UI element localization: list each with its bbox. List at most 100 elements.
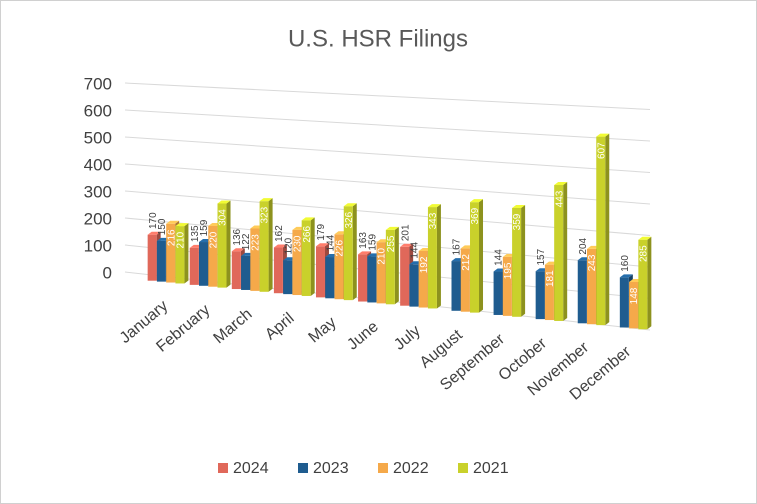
bar-front: [544, 264, 554, 321]
bar-front: [147, 234, 157, 281]
bar-top: [512, 204, 526, 208]
data-label: 201: [400, 224, 411, 241]
bar-top: [343, 203, 357, 207]
data-label: 343: [428, 212, 439, 229]
bar-front: [512, 207, 522, 317]
legend-swatch: [218, 463, 228, 473]
data-label: 163: [358, 232, 369, 249]
data-label: 443: [554, 190, 565, 207]
bar-top: [301, 217, 315, 221]
bar-side: [184, 223, 189, 284]
grid-line: [124, 136, 651, 173]
bar: [470, 199, 484, 313]
y-tick-label: 700: [84, 74, 112, 93]
bar-front: [231, 251, 241, 290]
legend-label: 2024: [233, 460, 269, 477]
data-label: 359: [512, 213, 523, 230]
bar-front: [259, 201, 269, 292]
bar-top: [554, 182, 568, 186]
data-label: 204: [578, 237, 589, 254]
bar: [554, 182, 568, 321]
bar-front: [283, 260, 293, 295]
data-label: 210: [377, 247, 388, 264]
bar-front: [460, 248, 470, 312]
bar-top: [400, 243, 414, 247]
grid-line: [124, 82, 651, 110]
bar-front: [315, 246, 325, 298]
data-label: 216: [166, 229, 177, 246]
data-label: 144: [410, 242, 421, 259]
bar-front: [198, 242, 208, 286]
data-label: 607: [596, 142, 607, 159]
bar-front: [638, 239, 648, 330]
bar-front: [400, 246, 410, 306]
y-tick-label: 100: [84, 236, 112, 255]
data-label: 159: [367, 234, 378, 251]
data-label: 266: [302, 226, 313, 243]
bar-front: [554, 185, 564, 321]
bar-side: [647, 236, 652, 330]
data-label: 220: [208, 231, 219, 248]
bar-front: [301, 220, 311, 296]
bar: [259, 198, 273, 292]
data-label: 120: [283, 237, 294, 254]
bar-side: [226, 200, 231, 288]
bar: [343, 203, 357, 301]
bar-front: [451, 261, 461, 311]
y-tick-label: 200: [84, 209, 112, 228]
bar-top: [259, 198, 273, 202]
bar-top: [315, 243, 329, 247]
data-label: 150: [157, 218, 168, 235]
data-label: 170: [148, 212, 159, 229]
bar-front: [189, 247, 199, 285]
bar-side: [479, 199, 484, 313]
data-label: 323: [260, 206, 271, 223]
data-label: 157: [536, 248, 547, 265]
bar: [596, 133, 610, 326]
data-label: 304: [218, 209, 229, 226]
bar: [217, 200, 231, 288]
bar: [638, 236, 652, 330]
y-tick-label: 0: [103, 263, 112, 282]
data-label: 243: [587, 254, 598, 271]
bar-front: [619, 277, 629, 328]
bar-side: [436, 204, 441, 309]
bar-top: [217, 200, 231, 204]
data-label: 144: [325, 234, 336, 251]
data-label: 195: [503, 262, 514, 279]
bar-side: [563, 182, 568, 321]
legend-swatch: [298, 463, 308, 473]
legend-label: 2023: [313, 460, 349, 477]
y-tick-label: 600: [84, 101, 112, 120]
bar-front: [208, 225, 218, 287]
bar-front: [502, 256, 512, 316]
bar-front: [241, 255, 251, 290]
data-label: 226: [335, 240, 346, 257]
bar-front: [273, 247, 283, 294]
bar-front: [292, 229, 302, 296]
bar-front: [596, 136, 606, 326]
bar-top: [427, 204, 441, 208]
bar-front: [409, 264, 419, 307]
data-label: 162: [274, 225, 285, 242]
data-label: 255: [386, 235, 397, 252]
data-label: 223: [250, 234, 261, 251]
grid-line: [124, 109, 651, 142]
bar-top: [166, 220, 180, 224]
bar-top: [619, 274, 633, 278]
data-label: 210: [176, 231, 187, 248]
data-label: 285: [638, 245, 649, 262]
bar-front: [535, 271, 545, 320]
legend-swatch: [458, 463, 468, 473]
bar-front: [493, 271, 503, 315]
bar: [175, 223, 189, 284]
data-label: 369: [470, 207, 481, 224]
y-tick-label: 500: [84, 128, 112, 147]
data-label: 179: [316, 223, 327, 240]
data-label: 136: [232, 228, 243, 245]
data-label: 326: [344, 211, 355, 228]
bar-top: [385, 226, 399, 230]
y-tick-label: 300: [84, 182, 112, 201]
y-tick-label: 400: [84, 155, 112, 174]
